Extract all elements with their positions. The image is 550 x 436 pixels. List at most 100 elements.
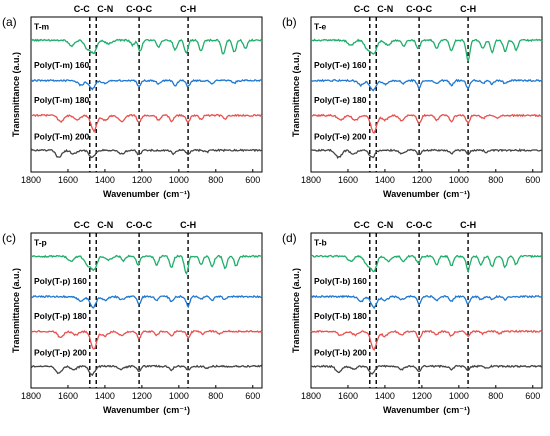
- band-label: C-C: [354, 4, 370, 14]
- panel-label: (a): [2, 15, 17, 29]
- series-label: Poly(T-e) 160: [314, 60, 367, 70]
- chart-panel-d: (d) Transmittance (a.u.) 1800 1600 1400 1200 1…: [282, 220, 543, 415]
- x-tick-label: 1400: [95, 391, 115, 401]
- x-tick-label: 800: [488, 391, 503, 401]
- band-label: C-O-C: [126, 4, 152, 14]
- chart-panel-c: (c) Transmittance (a.u.) 1800 1600 1400 1200 1…: [2, 220, 263, 415]
- x-tick-label: 1400: [95, 175, 115, 185]
- panel-label: (d): [282, 231, 297, 245]
- x-axis-title: Wavenumber (cm⁻¹): [103, 189, 190, 199]
- plot-frame: [30, 16, 263, 173]
- band-label: C-O-C: [126, 220, 152, 230]
- series-label: T-p: [34, 237, 47, 247]
- spectrum-line: [310, 364, 542, 375]
- x-tick-label: 1800: [21, 175, 41, 185]
- x-tick-label: 1000: [169, 391, 189, 401]
- series-label: Poly(T-p) 200: [34, 347, 87, 357]
- x-tick-label: 1400: [375, 175, 395, 185]
- y-axis-title: Transmittance (a.u.): [291, 268, 301, 353]
- band-label: C-C: [74, 4, 90, 14]
- x-tick-label: 600: [525, 391, 540, 401]
- x-tick-label: 1000: [449, 391, 469, 401]
- plot-frame: [310, 232, 543, 389]
- x-tick-label: 600: [525, 175, 540, 185]
- x-tick-label: 800: [208, 391, 223, 401]
- x-tick-label: 600: [245, 391, 260, 401]
- x-tick-label: 1200: [412, 175, 432, 185]
- spectrum-line: [30, 364, 263, 377]
- x-tick-label: 1200: [412, 391, 432, 401]
- band-label: C-O-C: [406, 220, 432, 230]
- spectrum-line: [310, 38, 543, 62]
- series-label: Poly(T-b) 160: [314, 276, 367, 286]
- band-label: C-H: [460, 220, 476, 230]
- band-label: C-N: [97, 220, 113, 230]
- spectrum-line: [310, 148, 542, 160]
- spectrum-line: [310, 113, 543, 134]
- x-tick-label: 800: [488, 175, 503, 185]
- band-label: C-C: [74, 220, 90, 230]
- spectrum-line: [310, 294, 543, 310]
- band-label: C-H: [180, 4, 196, 14]
- chart-panel-b: (b) Transmittance (a.u.) 1800 1600 1400 1200 1…: [282, 4, 543, 199]
- series-label: Poly(T-m) 180: [34, 95, 90, 105]
- series-label: Poly(T-p) 180: [34, 311, 87, 321]
- series-label: Poly(T-e) 180: [314, 95, 367, 105]
- x-axis-title-unit: (cm⁻¹): [163, 405, 190, 415]
- band-label: C-O-C: [406, 4, 432, 14]
- spectrum-line: [30, 78, 263, 91]
- band-label: C-N: [97, 4, 113, 14]
- series-label: Poly(T-p) 160: [34, 276, 87, 286]
- band-label: C-H: [460, 4, 476, 14]
- spectrum-line: [30, 294, 263, 309]
- x-tick-label: 1600: [58, 391, 78, 401]
- x-tick-label: 1800: [21, 391, 41, 401]
- plot-frame: [310, 16, 543, 173]
- x-axis-title-unit: (cm⁻¹): [443, 405, 470, 415]
- spectrum-line: [30, 148, 263, 159]
- plot-frame: [30, 232, 263, 389]
- x-tick-label: 1800: [301, 391, 321, 401]
- x-tick-label: 1800: [301, 175, 321, 185]
- x-tick-label: 1000: [169, 175, 189, 185]
- series-label: Poly(T-m) 160: [34, 60, 90, 70]
- x-tick-label: 1600: [338, 391, 358, 401]
- x-axis-title-text: Wavenumber: [383, 405, 440, 415]
- spectrum-line: [30, 254, 263, 275]
- x-tick-label: 1200: [132, 391, 152, 401]
- x-axis-title-text: Wavenumber: [103, 405, 160, 415]
- y-axis-title: Transmittance (a.u.): [291, 52, 301, 137]
- band-label: C-N: [377, 220, 393, 230]
- x-tick-label: 800: [208, 175, 223, 185]
- series-label: T-m: [34, 21, 50, 31]
- spectrum-line: [30, 113, 263, 134]
- series-label: Poly(T-e) 200: [314, 131, 367, 141]
- panel-label: (b): [282, 15, 297, 29]
- band-label: C-H: [180, 220, 196, 230]
- x-axis-title-unit: (cm⁻¹): [163, 189, 190, 199]
- series-label: T-b: [314, 237, 327, 247]
- x-tick-label: 1600: [338, 175, 358, 185]
- x-axis-title: Wavenumber (cm⁻¹): [103, 405, 190, 415]
- band-label: C-C: [354, 220, 370, 230]
- spectrum-line: [310, 78, 543, 92]
- spectrum-line: [30, 329, 263, 350]
- spectrum-line: [310, 329, 543, 352]
- x-axis-title-unit: (cm⁻¹): [443, 189, 470, 199]
- series-label: Poly(T-b) 180: [314, 311, 367, 321]
- x-axis-title-text: Wavenumber: [383, 189, 440, 199]
- x-tick-label: 1200: [132, 175, 152, 185]
- panel-label: (c): [2, 231, 16, 245]
- series-label: T-e: [314, 21, 327, 31]
- x-axis-title: Wavenumber (cm⁻¹): [383, 189, 470, 199]
- y-axis-title: Transmittance (a.u.): [11, 268, 21, 353]
- x-axis-title: Wavenumber (cm⁻¹): [383, 405, 470, 415]
- x-tick-label: 600: [245, 175, 260, 185]
- spectrum-line: [310, 254, 542, 274]
- spectrum-line: [30, 38, 263, 55]
- series-label: Poly(T-m) 200: [34, 131, 90, 141]
- x-axis-title-text: Wavenumber: [103, 189, 160, 199]
- series-label: Poly(T-b) 200: [314, 347, 367, 357]
- x-tick-label: 1000: [449, 175, 469, 185]
